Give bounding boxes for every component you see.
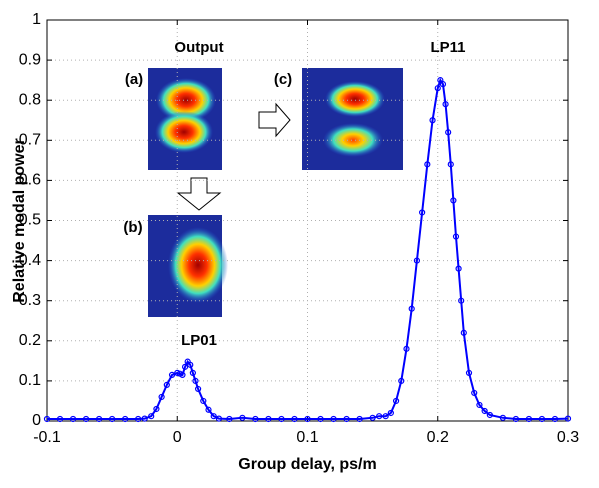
data-point	[278, 415, 285, 423]
data-point	[210, 413, 217, 420]
data-point	[376, 413, 383, 420]
data-point	[304, 415, 311, 423]
y-tick-label: 0.6	[19, 172, 41, 189]
inset-c	[302, 68, 403, 170]
data-point	[148, 413, 155, 420]
data-point	[465, 369, 473, 376]
x-tick-label: 0.2	[427, 429, 449, 446]
data-point	[424, 161, 431, 168]
x-tick-label: -0.1	[33, 429, 61, 446]
data-point	[538, 415, 546, 423]
data-point	[564, 415, 572, 422]
data-point	[369, 414, 376, 421]
data-point	[291, 415, 298, 423]
data-point	[317, 415, 324, 423]
data-point	[174, 369, 181, 376]
x-tick-label: 0.3	[557, 429, 579, 446]
data-point	[486, 411, 493, 419]
y-tick-label: 0	[32, 412, 41, 429]
data-point	[551, 415, 559, 423]
data-point	[445, 129, 452, 136]
data-point	[439, 81, 447, 88]
data-point	[434, 85, 441, 92]
data-point	[452, 233, 460, 240]
data-point	[398, 377, 405, 384]
data-point	[181, 363, 189, 370]
arrow-down	[176, 177, 222, 211]
y-tick-label: 0.8	[19, 91, 41, 108]
data-point	[512, 415, 520, 423]
x-tick-label: 0.1	[296, 429, 318, 446]
data-point	[419, 209, 426, 216]
data-point	[163, 381, 170, 389]
data-point	[442, 101, 449, 108]
data-point	[413, 257, 421, 264]
data-point	[392, 397, 400, 405]
annotation: (b)	[123, 219, 142, 236]
annotation: (a)	[125, 71, 143, 88]
x-axis-label: Group delay, ps/m	[238, 456, 376, 473]
data-point	[356, 415, 363, 423]
data-point	[460, 329, 467, 336]
y-tick-label: 0.3	[19, 292, 41, 309]
y-tick-label: 0.4	[19, 252, 41, 269]
data-point	[471, 389, 478, 397]
data-point	[192, 377, 199, 384]
data-point	[239, 414, 246, 421]
y-tick-label: 0.9	[19, 51, 41, 68]
data-point	[200, 397, 207, 405]
data-point	[458, 297, 465, 304]
data-point	[179, 371, 186, 378]
data-point	[194, 385, 202, 393]
data-point	[56, 415, 64, 423]
annotation: (c)	[274, 71, 292, 88]
y-tick-label: 0.7	[19, 132, 41, 149]
data-point	[69, 415, 77, 423]
y-tick-label: 0.1	[19, 372, 41, 389]
y-tick-label: 1	[32, 11, 41, 28]
data-point	[382, 413, 389, 420]
data-point	[158, 393, 165, 401]
data-point	[168, 371, 176, 378]
data-point	[109, 415, 116, 423]
data-point	[189, 369, 196, 376]
inset-b	[148, 215, 228, 317]
data-point	[82, 415, 90, 423]
y-tick-label: 0.2	[19, 332, 41, 349]
data-point	[455, 265, 462, 272]
arrow-right	[258, 102, 291, 138]
data-point	[330, 415, 337, 423]
data-point	[476, 401, 483, 409]
annotation: LP11	[430, 39, 465, 56]
data-point	[226, 415, 233, 423]
data-point	[252, 415, 259, 423]
data-point	[135, 415, 142, 423]
data-point	[122, 415, 129, 423]
data-point	[525, 415, 533, 423]
inset-a	[148, 68, 222, 170]
data-point	[403, 345, 410, 352]
annotation: LP01	[181, 332, 217, 349]
data-point	[265, 415, 272, 423]
data-point	[95, 415, 103, 423]
data-point	[408, 305, 415, 312]
data-point	[205, 406, 212, 413]
data-point	[141, 415, 148, 422]
data-point	[215, 415, 223, 422]
data-point	[481, 407, 488, 415]
y-axis-label: Relative modal power	[11, 138, 28, 303]
data-point	[187, 361, 194, 368]
data-point	[429, 117, 436, 124]
x-tick-label: 0	[173, 429, 182, 446]
data-point	[43, 415, 51, 423]
data-point	[153, 405, 160, 413]
data-point	[499, 414, 506, 421]
data-point	[450, 197, 457, 204]
data-point	[343, 415, 350, 423]
annotation: Output	[174, 39, 223, 56]
y-tick-label: 0.5	[19, 212, 41, 229]
data-point	[387, 409, 394, 417]
data-point	[447, 161, 454, 168]
